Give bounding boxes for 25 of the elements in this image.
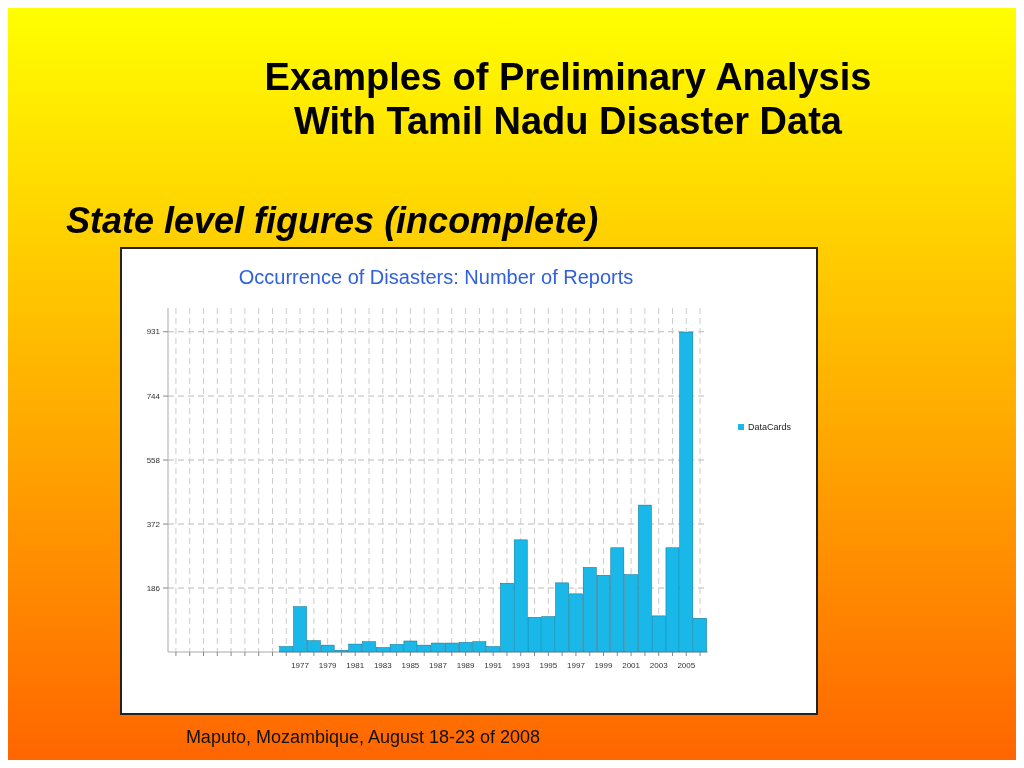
x-tick-label: 1993 [511,661,531,670]
x-tick-label: 1997 [567,661,586,670]
x-tick-label: 1983 [373,661,393,670]
chart-title: Examples of Preliminary Analysis With Tamil Nadu Disaster Data [264,56,872,142]
chart-subtitle: State level figures (incomplete) [66,200,599,241]
x-tick-label: 1987 [429,661,448,670]
text: Occurrence of Disasters: Number of Reports [238,266,634,288]
y-tick-label: 186 [146,583,161,593]
y-tick-label: 744 [146,391,161,401]
x-tick-label: 1999 [594,661,613,670]
x-tick-label: 1995 [539,661,558,670]
x-tick-label: 1985 [401,661,420,670]
x-tick-label: 1979 [318,661,338,670]
y-tick-label: 558 [146,455,161,465]
x-tick-label: 2005 [677,661,696,670]
legend-label: DataCards [748,422,792,432]
y-tick-label: 931 [146,327,161,337]
text: Maputo, Mozambique, August 18-23 of 2008 [185,727,541,747]
x-tick-label: 2003 [649,661,669,670]
x-tick-label: 1989 [456,661,476,670]
x-tick-label: 2001 [622,661,641,670]
y-tick-label: 372 [146,519,161,529]
x-tick-label: 1981 [346,661,365,670]
x-tick-label: 1977 [291,661,310,670]
x-tick-label: 1991 [484,661,503,670]
